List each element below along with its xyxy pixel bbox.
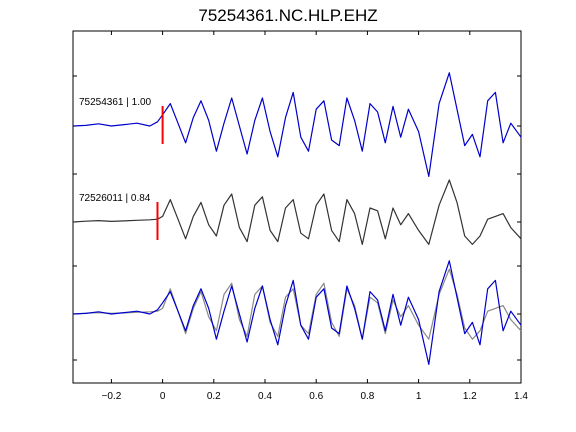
x-tick-label: 0.6: [309, 391, 323, 402]
trace-label: 75254361 | 1.00: [79, 97, 152, 108]
x-tick-label: 1.4: [514, 391, 528, 402]
trace-line: [72, 72, 522, 177]
x-tick-label: 0.8: [360, 391, 374, 402]
overlay-trace-gray: [72, 268, 522, 340]
x-tick-label: 1: [416, 391, 422, 402]
x-tick-label: 0.2: [207, 391, 221, 402]
trace-line: [72, 179, 522, 245]
overlay-trace-blue: [72, 260, 522, 365]
trace-label: 72526011 | 0.84: [79, 193, 151, 204]
traces: 75254361 | 1.00 72526011 | 0.84: [72, 72, 522, 365]
x-tick-label: 0: [160, 391, 166, 402]
plot-frame: [72, 30, 522, 384]
x-tick-label: 1.2: [463, 391, 477, 402]
x-ticks: −0.2 0 0.2 0.4 0.6 0.8 1 1.2 1.4: [102, 31, 528, 402]
chart-title: 75254361.NC.HLP.EHZ: [198, 6, 378, 25]
x-tick-label: 0.4: [258, 391, 272, 402]
x-tick-label: −0.2: [102, 391, 122, 402]
